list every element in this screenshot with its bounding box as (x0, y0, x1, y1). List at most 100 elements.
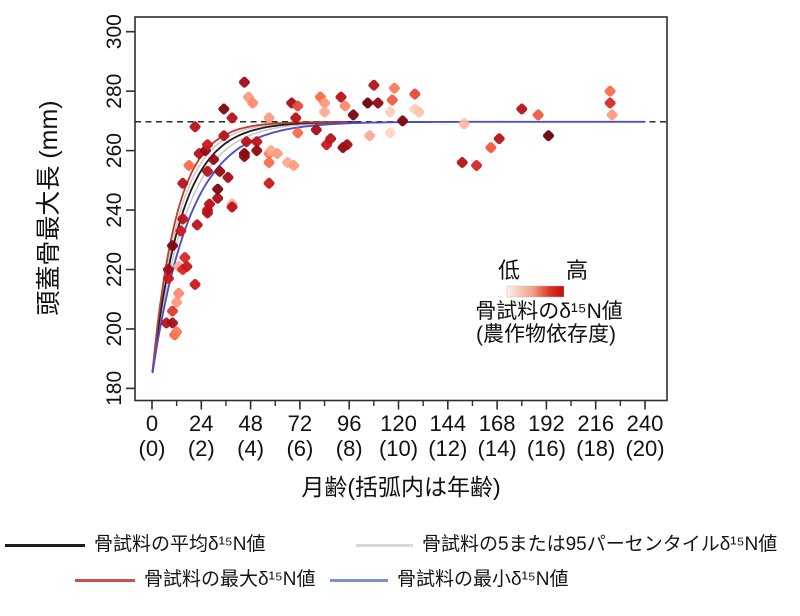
data-point (384, 106, 396, 118)
x-tick-year-label: (4) (237, 436, 264, 461)
data-point (288, 159, 300, 172)
legend-item-mean: 骨試料の平均δ¹⁵N値 (5, 532, 266, 558)
y-axis-title: 頭蓋骨最大長 (mm) (35, 100, 63, 315)
x-tick-month-label: 240 (627, 411, 664, 436)
data-point (162, 263, 174, 276)
x-tick-month-label: 144 (429, 411, 466, 436)
y-tick-label: 240 (103, 193, 126, 228)
x-tick-year-label: (18) (576, 436, 615, 461)
data-point (456, 156, 468, 169)
data-point (201, 139, 214, 151)
x-axis-title: 月齢(括弧内は年齢) (301, 474, 500, 500)
data-point (471, 159, 483, 172)
data-point (493, 133, 505, 145)
data-point (604, 97, 616, 109)
data-point (516, 103, 528, 115)
legend-item-percentile: 骨試料の5または95パーセンタイルδ¹⁵N値 (356, 532, 777, 558)
data-point (409, 88, 421, 100)
data-point (251, 145, 263, 157)
x-tick-year-label: (2) (188, 436, 215, 461)
legend-label-min: 骨試料の最小δ¹⁵N値 (397, 569, 569, 590)
x-tick-month-label: 216 (577, 411, 614, 436)
color-scale-caption-line2: (農作物依存度) (476, 323, 616, 346)
data-point (397, 115, 409, 127)
data-point (171, 326, 183, 338)
data-point (173, 287, 185, 299)
mean-line-swatch (5, 543, 85, 547)
data-point (532, 109, 544, 121)
data-point (189, 278, 201, 290)
curve-max (151, 121, 348, 372)
data-point (604, 85, 616, 97)
data-point (240, 136, 253, 148)
svg-text:200: 200 (103, 311, 126, 346)
data-point (212, 183, 224, 195)
data-point (171, 296, 183, 308)
data-point (181, 260, 193, 273)
data-point (384, 127, 396, 139)
data-point (319, 97, 331, 109)
data-point (212, 192, 224, 204)
legend-label-max: 骨試料の最大δ¹⁵N値 (144, 569, 316, 590)
data-point (222, 171, 234, 183)
data-point (238, 150, 250, 163)
plot-box (134, 16, 668, 402)
x-tick-year-label: (0) (139, 436, 166, 461)
data-point (166, 240, 179, 252)
data-point (542, 130, 555, 142)
y-tick-label: 260 (103, 133, 126, 168)
data-point (271, 148, 283, 160)
data-point (263, 112, 275, 124)
x-tick-year-label: (14) (478, 436, 517, 461)
data-point (319, 106, 331, 118)
color-scale-caption-line1: 骨試料のδ¹⁵N値 (475, 300, 623, 323)
x-tick-month-label: 192 (528, 411, 565, 436)
data-point (292, 100, 304, 112)
data-point (203, 198, 216, 210)
x-tick-month-label: 24 (189, 411, 213, 436)
data-point (368, 79, 380, 91)
data-point (177, 177, 189, 189)
data-point (372, 97, 384, 109)
max-line-swatch (75, 578, 135, 582)
data-point (263, 156, 275, 169)
legend-item-min: 骨試料の最小δ¹⁵N値 (330, 567, 569, 593)
color-scale-high-label: 高 (566, 258, 588, 283)
x-tick-year-label: (12) (428, 436, 467, 461)
y-tick-label: 200 (103, 311, 126, 346)
x-tick-year-label: (6) (286, 436, 313, 461)
x-tick-month-label: 168 (479, 411, 516, 436)
data-point (347, 109, 359, 121)
percentile-line-swatch (356, 543, 413, 547)
svg-text:頭蓋骨最大長 (mm): 頭蓋骨最大長 (mm) (35, 100, 63, 315)
y-tick-label: 280 (103, 74, 126, 109)
data-point (175, 225, 187, 237)
data-point (183, 159, 195, 172)
data-point (162, 272, 174, 284)
svg-text:240: 240 (103, 193, 126, 228)
data-point (251, 136, 263, 148)
data-point (179, 252, 191, 264)
x-tick-month-label: 96 (337, 411, 361, 436)
data-point (189, 121, 201, 133)
data-point (386, 94, 398, 106)
svg-text:260: 260 (103, 133, 126, 168)
data-point (292, 127, 304, 139)
data-point (263, 177, 275, 189)
color-scale-bar (506, 285, 565, 298)
svg-text:220: 220 (103, 252, 126, 287)
data-point (290, 112, 302, 124)
x-tick-month-label: 72 (288, 411, 312, 436)
data-point (191, 219, 203, 231)
svg-text:180: 180 (103, 371, 126, 406)
data-point (226, 201, 238, 213)
data-point (214, 165, 226, 177)
x-tick-year-label: (16) (527, 436, 566, 461)
svg-text:300: 300 (103, 14, 126, 49)
data-point (458, 118, 470, 130)
data-points (160, 76, 618, 341)
data-point (166, 317, 179, 329)
legend-item-max: 骨試料の最大δ¹⁵N値 (75, 567, 316, 593)
data-point (238, 76, 250, 88)
